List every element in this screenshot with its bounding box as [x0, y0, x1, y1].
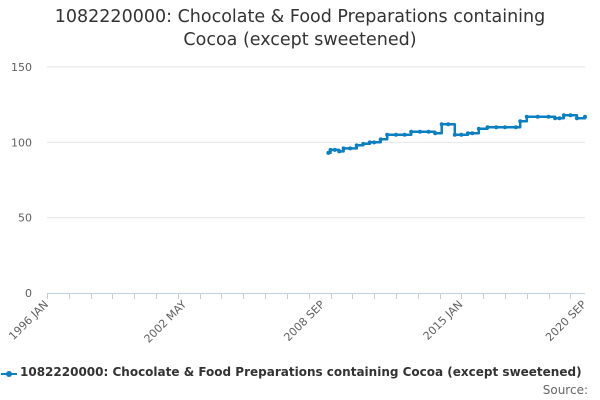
data-point[interactable]: [433, 131, 438, 136]
x-tick-label: 1996 JAN: [6, 298, 51, 343]
data-point[interactable]: [553, 116, 558, 121]
data-point[interactable]: [470, 131, 475, 136]
data-point[interactable]: [513, 125, 518, 130]
data-point[interactable]: [452, 132, 457, 137]
data-point[interactable]: [568, 113, 573, 118]
data-point[interactable]: [367, 140, 372, 145]
data-point[interactable]: [574, 116, 579, 121]
series-layer: [326, 113, 587, 155]
data-point[interactable]: [341, 146, 346, 151]
data-point[interactable]: [409, 129, 414, 134]
data-point[interactable]: [417, 129, 422, 134]
data-point[interactable]: [557, 116, 562, 121]
data-point[interactable]: [535, 114, 540, 119]
data-point[interactable]: [354, 143, 359, 148]
data-point[interactable]: [518, 119, 523, 124]
legend-label: 1082220000: Chocolate & Food Preparation…: [20, 365, 582, 379]
data-point[interactable]: [494, 125, 499, 130]
data-point[interactable]: [502, 125, 507, 130]
data-point[interactable]: [378, 137, 383, 142]
legend-dot-marker: [6, 371, 12, 377]
data-point[interactable]: [524, 114, 529, 119]
y-axis-labels: 0 50 100 150: [11, 61, 32, 300]
data-point[interactable]: [583, 114, 587, 119]
data-point[interactable]: [361, 141, 366, 146]
data-point[interactable]: [348, 146, 353, 151]
x-axis: [47, 293, 585, 299]
data-point[interactable]: [546, 114, 551, 119]
y-tick-label: 150: [11, 61, 32, 74]
legend[interactable]: 1082220000: Chocolate & Food Preparation…: [0, 365, 600, 383]
data-point[interactable]: [426, 129, 431, 134]
data-point[interactable]: [439, 122, 444, 127]
chart-title-line-2: Cocoa (except sweetened): [183, 30, 417, 50]
data-point[interactable]: [485, 125, 490, 130]
chart-title-line-1: 1082220000: Chocolate & Food Preparation…: [54, 7, 546, 27]
y-tick-label: 100: [11, 136, 32, 149]
x-tick-label: 2020 SEP: [543, 298, 589, 344]
source-label: Source:: [542, 383, 588, 397]
data-point[interactable]: [393, 132, 398, 137]
data-point[interactable]: [326, 150, 331, 155]
x-tick-label: 2008 SEP: [281, 298, 327, 344]
x-tick-label: 2015 JAN: [421, 298, 466, 343]
data-point[interactable]: [446, 122, 451, 127]
data-point[interactable]: [561, 113, 566, 118]
data-point[interactable]: [459, 132, 464, 137]
data-point[interactable]: [328, 147, 333, 152]
data-point[interactable]: [372, 140, 377, 145]
data-point[interactable]: [402, 132, 407, 137]
data-point[interactable]: [332, 147, 337, 152]
chart-title: 1082220000: Chocolate & Food Preparation…: [0, 6, 600, 52]
y-tick-label: 0: [25, 287, 32, 300]
x-tick-label: 2002 MAY: [142, 298, 190, 346]
y-tick-label: 50: [18, 212, 32, 225]
data-point[interactable]: [337, 149, 342, 154]
gridlines: [47, 66, 585, 219]
x-axis-labels: 1996 JAN 2002 MAY 2008 SEP 2015 JAN 2020 SEP: [6, 298, 589, 346]
data-point[interactable]: [385, 132, 390, 137]
data-point[interactable]: [476, 126, 481, 131]
data-point[interactable]: [465, 131, 470, 136]
